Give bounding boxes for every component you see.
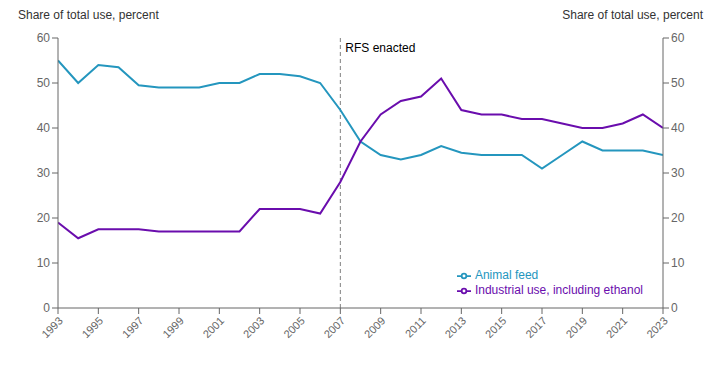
svg-text:10: 10 <box>37 256 51 270</box>
svg-text:RFS enacted: RFS enacted <box>345 41 415 55</box>
svg-text:1993: 1993 <box>39 314 65 340</box>
svg-text:2011: 2011 <box>403 314 428 339</box>
svg-text:1999: 1999 <box>160 314 186 340</box>
html-text:Industrial use, including etha: Industrial use, including ethanol <box>474 283 643 298</box>
html-text:Share of total use, percent: Share of total use, percent <box>562 8 703 22</box>
svg-text:10: 10 <box>671 256 685 270</box>
svg-text:0: 0 <box>671 301 678 315</box>
svg-text:2009: 2009 <box>362 314 388 340</box>
svg-text:2001: 2001 <box>200 314 226 340</box>
svg-text:60: 60 <box>671 31 685 45</box>
svg-text:2017: 2017 <box>523 314 549 340</box>
svg-text:40: 40 <box>37 121 51 135</box>
svg-text:2003: 2003 <box>241 314 267 340</box>
svg-text:50: 50 <box>37 76 51 90</box>
svg-text:20: 20 <box>37 211 51 225</box>
svg-text:1995: 1995 <box>79 314 105 340</box>
svg-text:2005: 2005 <box>281 314 307 340</box>
svg-text:1997: 1997 <box>120 314 146 340</box>
svg-text:2021: 2021 <box>604 314 630 340</box>
svg-text:2013: 2013 <box>442 314 468 340</box>
svg-text:2023: 2023 <box>644 314 670 340</box>
svg-text:30: 30 <box>37 166 51 180</box>
html-text:Animal feed: Animal feed <box>474 268 539 283</box>
svg-text:2007: 2007 <box>321 314 347 340</box>
svg-text:30: 30 <box>671 166 685 180</box>
svg-text:40: 40 <box>671 121 685 135</box>
html-text:Share of total use, percent: Share of total use, percent <box>18 8 159 22</box>
svg-text:60: 60 <box>37 31 51 45</box>
svg-text:50: 50 <box>671 76 685 90</box>
svg-text:2019: 2019 <box>563 314 589 340</box>
svg-text:20: 20 <box>671 211 685 225</box>
svg-text:2015: 2015 <box>483 314 509 340</box>
svg-text:0: 0 <box>43 301 50 315</box>
